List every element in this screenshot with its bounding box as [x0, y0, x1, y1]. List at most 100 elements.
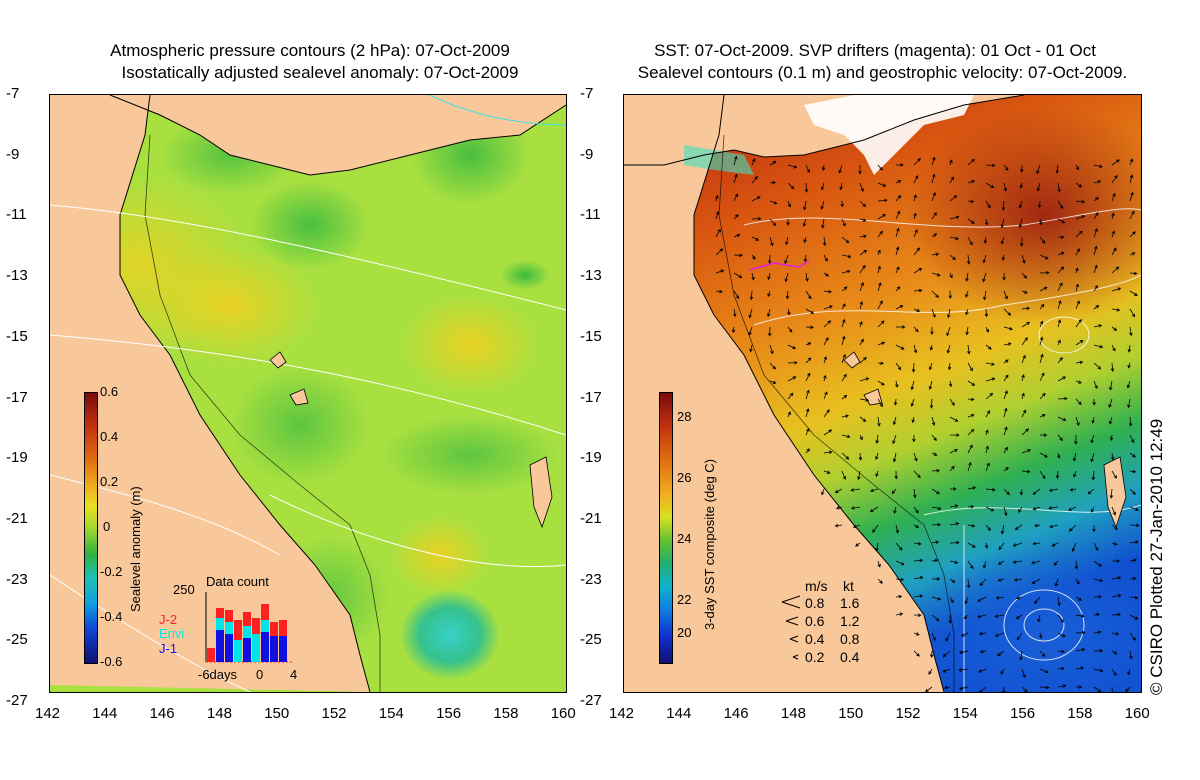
velocity-arrow	[1013, 578, 1023, 582]
velocity-arrow	[931, 596, 942, 601]
velocity-arrow	[1016, 632, 1023, 641]
velocity-arrow	[834, 488, 843, 493]
x-tick-label: 150	[838, 705, 864, 722]
velocity-arrow	[1056, 452, 1061, 459]
velocity-arrow	[1000, 218, 1005, 229]
velocity-arrow	[949, 578, 956, 583]
velocity-arrow	[769, 218, 777, 227]
velocity-arrow	[1111, 308, 1121, 312]
velocity-arrow	[913, 344, 918, 354]
velocity-arrow	[1051, 542, 1059, 547]
velocity-arrow	[967, 428, 975, 436]
velocity-arrow	[1075, 267, 1079, 274]
sst-colorbar-tick: 22	[677, 592, 692, 607]
velocity-arrow	[787, 392, 794, 400]
x-tick-label: 148	[206, 705, 232, 722]
velocity-arrow	[1038, 632, 1043, 639]
coastline	[693, 95, 945, 692]
velocity-arrow	[1003, 390, 1008, 400]
velocity-arrow	[1075, 283, 1079, 292]
y-tick-label: -21	[580, 509, 602, 527]
velocity-arrow	[877, 320, 885, 328]
velocity-arrow	[769, 344, 774, 355]
velocity-arrow	[1111, 612, 1122, 617]
velocity-arrow	[1093, 380, 1098, 390]
velocity-arrow	[787, 344, 797, 350]
velocity-arrow	[785, 290, 790, 300]
velocity-arrow	[1093, 612, 1100, 617]
velocity-arrow	[1109, 488, 1114, 499]
velocity-arrow	[1111, 192, 1116, 202]
velocity-arrow	[985, 462, 990, 472]
velocity-legend-ms: 0.4	[805, 631, 825, 647]
velocity-arrow	[1129, 231, 1136, 238]
velocity-arrow	[949, 465, 955, 472]
velocity-arrow	[892, 416, 897, 426]
histogram-bars	[207, 604, 287, 662]
velocity-arrow	[931, 252, 940, 257]
velocity-arrow	[1075, 164, 1079, 171]
velocity-arrow	[1039, 218, 1043, 226]
velocity-arrow	[931, 272, 941, 277]
velocity-arrow	[805, 164, 810, 174]
velocity-arrow	[1021, 254, 1026, 264]
velocity-arrow	[803, 254, 808, 263]
velocity-arrow	[1055, 164, 1060, 174]
velocity-arrow	[1039, 433, 1048, 437]
velocity-arrow	[949, 272, 953, 279]
velocity-arrow	[913, 613, 922, 617]
velocity-arrow	[967, 444, 973, 454]
velocity-arrow	[994, 614, 1005, 618]
velocity-arrow	[823, 356, 827, 364]
velocity-arrow	[895, 180, 902, 184]
velocity-arrow	[766, 308, 771, 318]
velocity-arrow	[841, 373, 847, 382]
velocity-arrow	[1021, 272, 1027, 279]
velocity-arrow	[1111, 174, 1118, 184]
velocity-arrow	[1021, 449, 1032, 454]
velocity-arrow	[1110, 452, 1115, 461]
sst-colorbar-tick: 28	[677, 409, 692, 424]
velocity-arrow	[895, 286, 901, 292]
velocity-arrow	[1074, 560, 1079, 570]
velocity-arrow	[913, 541, 922, 546]
velocity-arrow	[1093, 542, 1099, 552]
velocity-arrow	[767, 326, 772, 337]
velocity-arrow	[1001, 200, 1006, 211]
velocity-arrow	[823, 320, 832, 328]
velocity-arrow	[963, 614, 969, 620]
sealevel-contour	[743, 208, 1141, 228]
velocity-arrow	[1075, 182, 1083, 188]
x-tick-label: 142	[35, 705, 61, 722]
y-tick-label: -19	[6, 449, 28, 467]
velocity-arrow	[1073, 470, 1077, 478]
velocity-arrow	[1129, 452, 1136, 458]
velocity-arrow	[931, 173, 936, 184]
velocity-arrow	[859, 338, 864, 346]
velocity-arrow	[877, 249, 881, 256]
velocity-arrow	[994, 632, 1005, 637]
velocity-arrow	[949, 433, 960, 437]
velocity-arrow	[841, 452, 850, 460]
velocity-arrow	[859, 320, 863, 328]
velocity-arrow	[877, 164, 883, 171]
velocity-arrow	[1057, 339, 1061, 346]
velocity-legend-kt: 0.8	[840, 631, 860, 647]
velocity-arrow	[945, 632, 951, 642]
velocity-arrow	[769, 160, 777, 166]
y-tick-label: -13	[580, 267, 602, 285]
velocity-arrow	[1057, 200, 1064, 210]
velocity-arrow	[931, 416, 936, 426]
velocity-arrow	[787, 164, 798, 169]
velocity-arrow	[1075, 648, 1086, 652]
y-tick-label: -11	[580, 206, 601, 224]
velocity-arrow	[1111, 650, 1118, 655]
velocity-arrow	[1057, 684, 1067, 688]
velocity-arrow	[913, 575, 924, 580]
velocity-arrow	[1048, 488, 1059, 492]
velocity-arrow	[1057, 416, 1067, 422]
velocity-arrow	[895, 210, 901, 220]
velocity-arrow	[1111, 230, 1115, 238]
png-land	[110, 95, 566, 175]
velocity-arrow	[1093, 595, 1103, 599]
